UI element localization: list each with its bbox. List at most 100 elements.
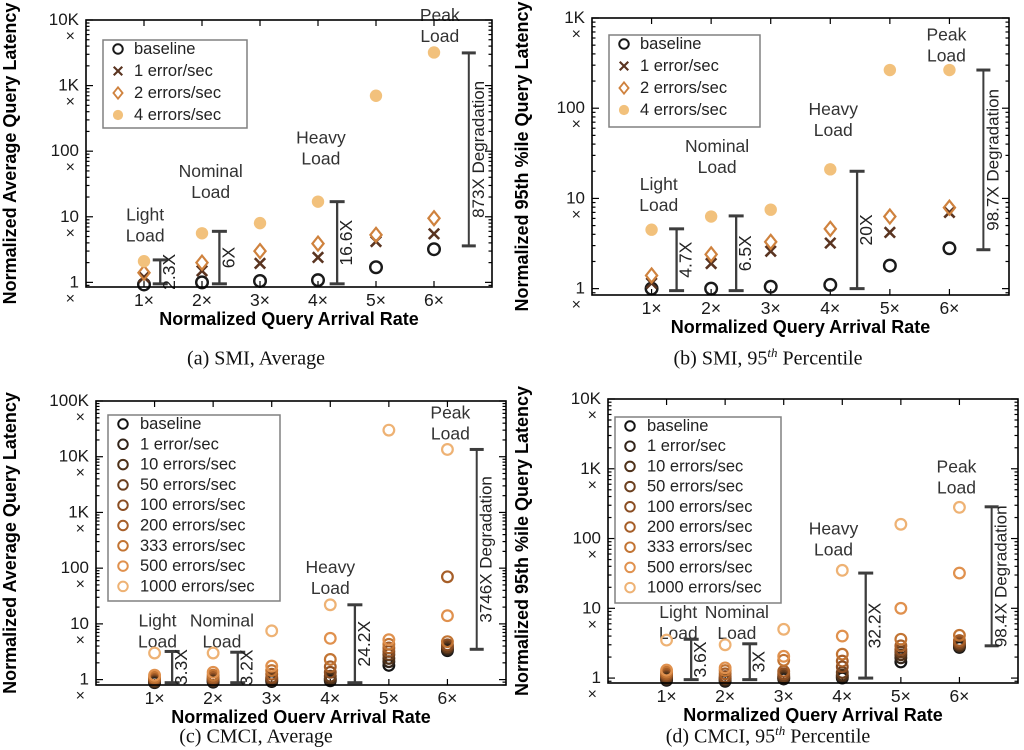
svg-text:10K: 10K xyxy=(49,10,80,29)
legend-label: 10 errors/sec xyxy=(140,456,236,474)
caption-b-prefix: (b) xyxy=(673,347,697,370)
svg-text:Load: Load xyxy=(937,477,976,497)
caption-a: (a) SMI, Average xyxy=(0,340,512,375)
svg-text:×: × xyxy=(76,688,85,705)
svg-text:×: × xyxy=(572,26,581,43)
svg-text:2×: 2× xyxy=(203,688,223,708)
svg-text:2×: 2× xyxy=(192,290,212,310)
y-axis-label: Normalized Average Query Latency xyxy=(0,392,20,694)
svg-text:Peak: Peak xyxy=(430,402,470,422)
plot-border xyxy=(607,398,1019,684)
legend-marker-circle-open xyxy=(117,560,129,572)
legend-marker-circle-open xyxy=(117,499,129,511)
plot-border xyxy=(591,17,1010,296)
caption-c: (c) CMCI, Average xyxy=(0,723,512,750)
svg-text:3.2X: 3.2X xyxy=(237,649,257,685)
series-baseline xyxy=(136,242,442,292)
svg-text:×: × xyxy=(66,225,75,242)
legend-marker-circle-open xyxy=(624,440,636,452)
svg-text:16.6X: 16.6X xyxy=(336,220,356,266)
series-500-errors-sec xyxy=(148,609,454,682)
svg-text:Heavy: Heavy xyxy=(808,99,858,119)
svg-text:10: 10 xyxy=(60,207,79,226)
x-axis-label: Normalized Query Arrival Rate xyxy=(671,317,930,337)
legend-marker-x-cross xyxy=(618,60,630,72)
svg-text:Load: Load xyxy=(311,578,350,598)
legend-label: 2 errors/sec xyxy=(640,79,727,97)
legend-label: 100 errors/sec xyxy=(140,496,245,514)
legend: baseline 1 error/sec 10 errors/sec 50 error… xyxy=(107,414,281,602)
svg-text:4×: 4× xyxy=(308,290,328,310)
svg-text:×: × xyxy=(572,206,581,223)
svg-text:Peak: Peak xyxy=(937,456,977,476)
series-10-errors-sec xyxy=(148,641,454,688)
svg-text:2×: 2× xyxy=(715,686,735,706)
svg-text:×: × xyxy=(572,116,581,133)
svg-text:Light: Light xyxy=(659,602,697,622)
legend-marker-circle-open xyxy=(117,479,129,491)
y-tick-labels: 1×10×100×1K×10K× xyxy=(49,10,80,307)
caption-c-text: CMCI, Average xyxy=(206,725,333,748)
svg-text:1K: 1K xyxy=(68,502,89,521)
svg-text:×: × xyxy=(76,632,85,649)
y-axis xyxy=(608,398,1018,682)
legend-marker-circle-open xyxy=(618,38,630,50)
legend-marker-circle-open xyxy=(117,438,129,451)
svg-text:2×: 2× xyxy=(701,298,721,318)
svg-text:Load: Load xyxy=(814,539,853,559)
svg-text:Heavy: Heavy xyxy=(296,128,346,148)
legend-marker-diamond-open xyxy=(112,85,124,101)
svg-text:32.2X: 32.2X xyxy=(865,602,885,648)
caption-b: (b) SMI, 95th Percentile xyxy=(512,340,1024,375)
svg-text:Nominal: Nominal xyxy=(190,611,254,631)
svg-text:Nominal: Nominal xyxy=(705,602,769,622)
svg-text:4×: 4× xyxy=(820,298,840,318)
scale-bar: 3.2X xyxy=(230,649,257,685)
svg-text:20X: 20X xyxy=(856,214,876,245)
svg-text:3746X Degradation: 3746X Degradation xyxy=(477,476,496,623)
svg-text:Nominal: Nominal xyxy=(179,161,243,181)
scale-bar: 2.3X xyxy=(152,254,179,290)
chart-cmci-95th: 1×10×100×1K×10K×1× 2× 3× 4× 5× 6×Normalized Q… xyxy=(512,386,1019,723)
legend: baseline 1 error/sec 2 errors/sec 4 errors/… xyxy=(608,34,761,128)
caption-d-text: CMCI, 95 xyxy=(694,725,776,748)
degradation-bar: 3746X Degradation xyxy=(469,447,496,651)
svg-text:×: × xyxy=(76,465,85,482)
svg-text:×: × xyxy=(76,576,85,593)
svg-text:10K: 10K xyxy=(571,389,602,408)
scale-bar: 32.2X xyxy=(858,571,885,680)
legend-marker-circle-open xyxy=(624,460,636,473)
legend-label: 1 error/sec xyxy=(134,62,213,80)
svg-text:5×: 5× xyxy=(366,290,386,310)
legend-label: 2 errors/sec xyxy=(134,84,221,102)
legend-label: baseline xyxy=(140,415,201,433)
svg-text:3.6X: 3.6X xyxy=(690,641,710,677)
svg-text:×: × xyxy=(76,520,85,537)
caption-c-prefix: (c) xyxy=(179,725,202,748)
legend-label: baseline xyxy=(640,35,701,53)
series-4-errors-sec xyxy=(645,63,956,236)
legend-label: 1000 errors/sec xyxy=(647,579,762,597)
panel-smi-average: 1 × 10 × 100 × 1K × 10K × 1× 2× 3× 4× 5× 6× Normalized Q… xyxy=(0,0,512,375)
svg-text:Load: Load xyxy=(814,120,853,140)
legend-marker-circle-open xyxy=(117,519,129,532)
caption-d-prefix: (d) xyxy=(665,725,690,748)
svg-text:1K: 1K xyxy=(58,76,79,95)
chart-cmci-average: 1×10×100×1K×10K×100K×1× 2× 3× 4× 5× 6×Normali… xyxy=(0,391,507,723)
y-axis-label: Normalized Average Query Latency xyxy=(0,3,20,305)
scale-bar: 3.3X xyxy=(164,649,191,685)
scale-bar: 24.2X xyxy=(347,603,374,685)
scale-bar: 3X xyxy=(742,642,769,682)
svg-text:Load: Load xyxy=(301,149,340,169)
y-tick-labels: 1×10×100×1K×10K×100K× xyxy=(49,391,89,705)
legend-label: 50 errors/sec xyxy=(647,478,743,496)
